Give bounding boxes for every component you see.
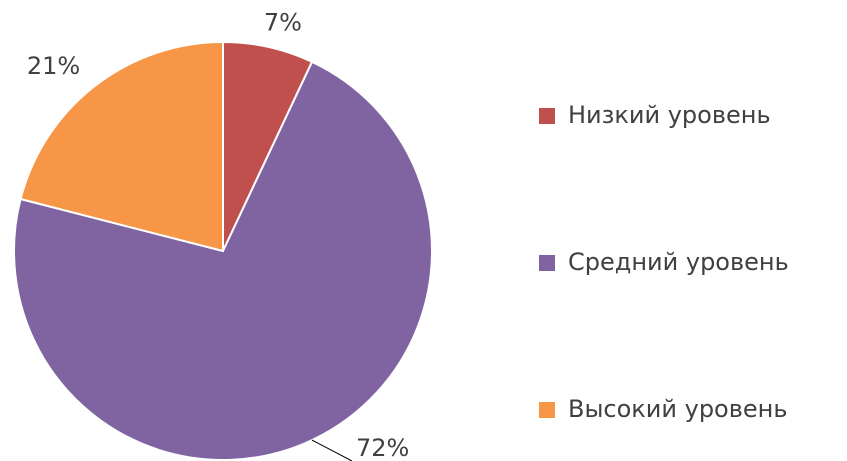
legend-swatch [539,255,555,271]
data-label: 72% [356,434,409,461]
legend-swatch [539,108,555,124]
legend-swatch [539,402,555,418]
pie-slice [13,60,433,461]
data-label: 7% [264,9,302,37]
legend-label: Средний уровень [568,248,789,276]
legend-label: Низкий уровень [568,101,771,129]
data-label: 21% [27,52,80,80]
pie-slice [19,40,224,253]
leader-line [311,439,353,461]
legend-label: Высокий уровень [568,395,787,423]
